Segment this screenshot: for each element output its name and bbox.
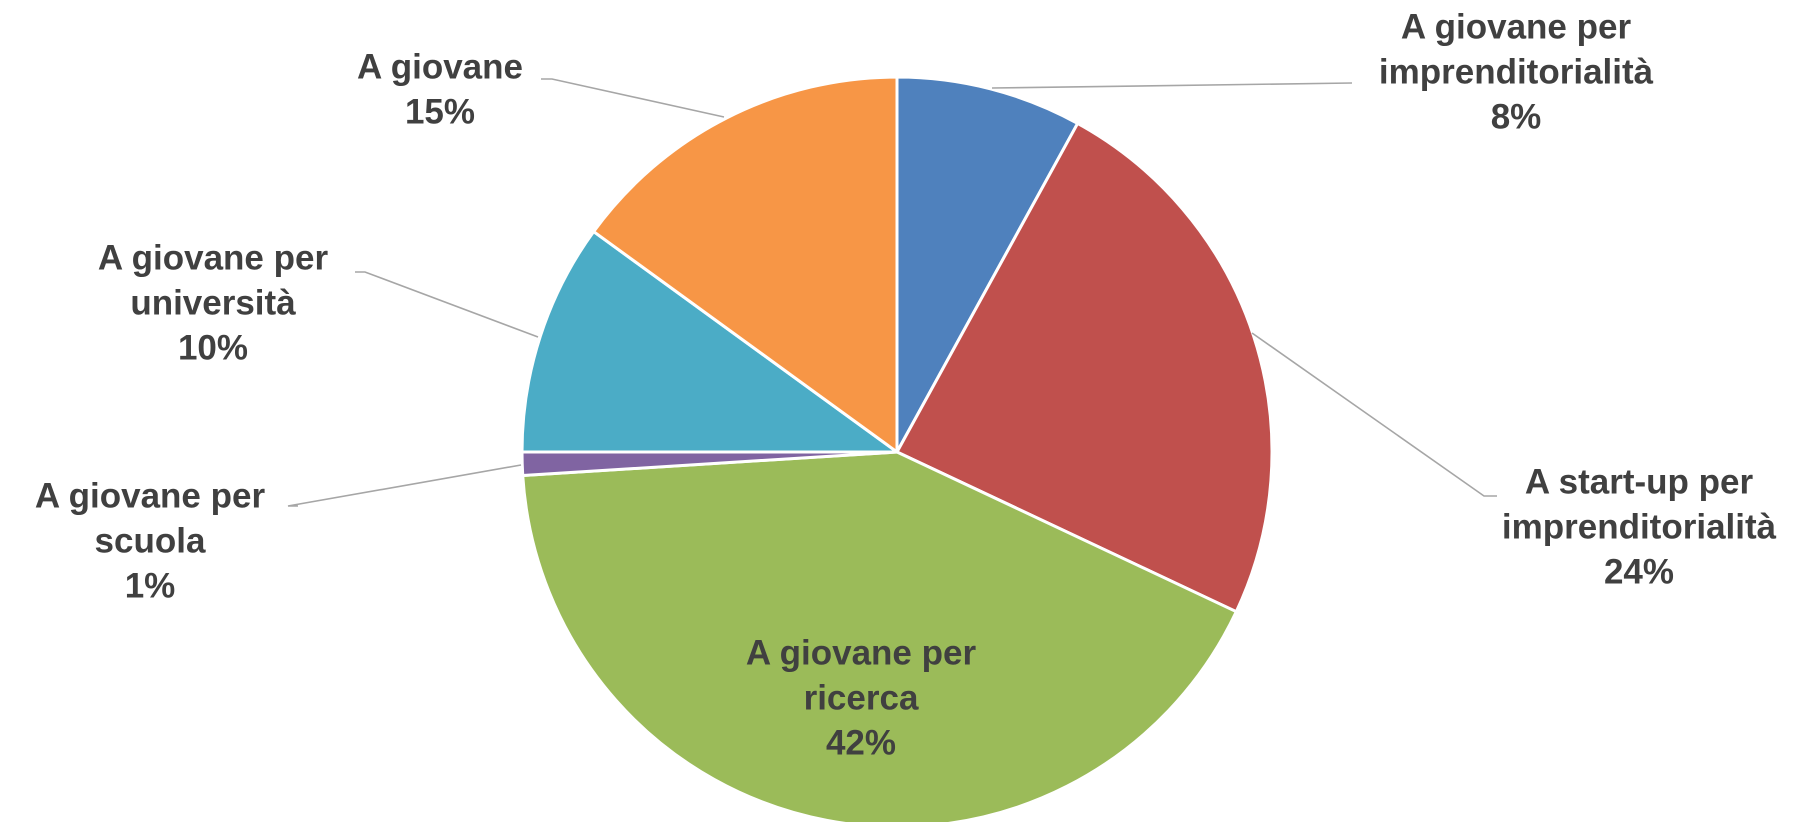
slice-percent-label: 42%	[826, 724, 896, 763]
slice-label-2: A giovane per ricerca 42%	[746, 634, 977, 763]
slice-label-4: A giovane per università 10%	[98, 239, 329, 368]
leader-line-5	[541, 78, 725, 118]
slice-percent-label: 15%	[405, 93, 475, 132]
pie-slice-4	[520, 230, 899, 454]
slice-category-label: A giovane per	[1401, 8, 1632, 47]
leader-line-4	[355, 271, 539, 338]
slice-category-label: A giovane	[357, 48, 523, 87]
pie-slice-0	[895, 75, 1080, 454]
slice-percent-label: 1%	[125, 567, 176, 606]
slice-label-1: A start-up per imprenditorialità 24%	[1502, 463, 1777, 592]
slice-category-label: ricerca	[804, 679, 919, 718]
slice-category-label: imprenditorialità	[1379, 53, 1654, 92]
leader-line-1	[1251, 332, 1497, 497]
slices-layer	[520, 75, 1274, 822]
slice-percent-label: 24%	[1604, 553, 1674, 592]
slice-label-0: A giovane per imprenditorialità 8%	[1379, 8, 1654, 137]
slice-percent-label: 8%	[1491, 98, 1542, 137]
slice-category-label: A giovane per	[98, 239, 329, 278]
slice-category-label: A start-up per	[1525, 463, 1754, 502]
labels-layer: A giovane per imprenditorialità 8% A start-…	[35, 8, 1777, 763]
slice-category-label: scuola	[95, 522, 206, 561]
slice-label-5: A giovane 15%	[357, 48, 523, 132]
slice-category-label: università	[130, 284, 296, 323]
pie-slice-1	[895, 121, 1274, 614]
slice-category-label: A giovane per	[35, 477, 266, 516]
pie-slice-5	[592, 75, 899, 454]
leader-lines-layer	[287, 78, 1497, 507]
leader-line-3	[287, 464, 522, 507]
slice-percent-label: 10%	[178, 329, 248, 368]
leader-line-0	[991, 82, 1353, 89]
pie-slice-2	[521, 450, 1238, 822]
slice-category-label: imprenditorialità	[1502, 508, 1777, 547]
slice-label-3: A giovane per scuola 1%	[35, 477, 266, 606]
slice-category-label: A giovane per	[746, 634, 977, 673]
